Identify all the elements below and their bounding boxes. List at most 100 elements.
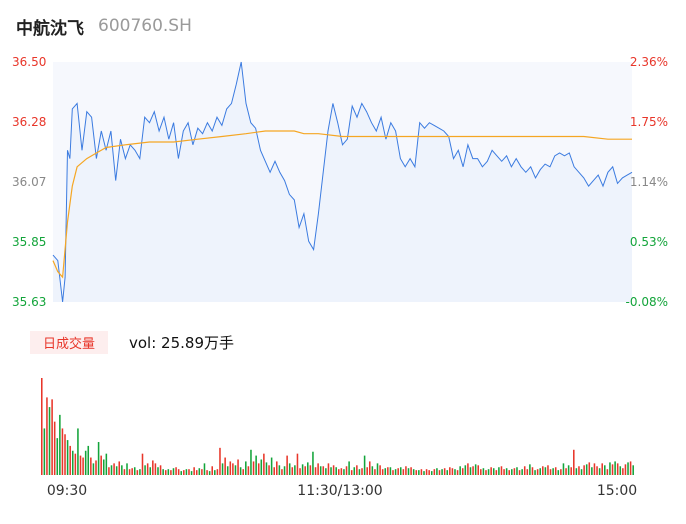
- volume-bar: [133, 467, 136, 475]
- volume-bar: [221, 463, 224, 475]
- volume-bar: [250, 449, 252, 475]
- volume-bar: [433, 469, 436, 475]
- volume-bar: [268, 465, 270, 475]
- volume-bar: [188, 469, 190, 475]
- volume-bar: [552, 468, 554, 475]
- volume-bar: [389, 467, 392, 475]
- stock-name: 中航沈飞: [16, 18, 84, 39]
- volume-bar: [172, 468, 175, 475]
- volume-bar: [418, 470, 420, 475]
- percent-tick-label: 1.75%: [630, 115, 668, 129]
- volume-bar: [123, 469, 126, 475]
- volume-bar: [464, 465, 467, 475]
- volume-bar: [82, 457, 84, 475]
- volume-bar: [500, 466, 503, 475]
- volume-bar: [374, 469, 376, 475]
- volume-bar: [438, 470, 441, 475]
- volume-bar: [629, 461, 632, 475]
- volume-bar: [472, 466, 474, 475]
- volume-bar: [183, 470, 185, 475]
- volume-bar: [252, 461, 255, 475]
- volume-bar: [185, 469, 188, 475]
- volume-bar: [601, 463, 603, 475]
- volume-bar: [446, 470, 449, 475]
- volume-bar: [570, 467, 572, 475]
- volume-bar: [301, 464, 304, 475]
- volume-bar: [474, 464, 477, 475]
- volume-bar: [428, 470, 430, 475]
- volume-bar: [534, 470, 536, 475]
- volume-bar: [531, 467, 534, 475]
- volume-bar: [420, 469, 423, 475]
- volume-bar: [314, 467, 317, 475]
- volume-bar: [170, 470, 172, 475]
- volume-bar: [159, 465, 162, 475]
- volume-bar: [407, 468, 410, 475]
- volume-bar: [180, 471, 183, 475]
- volume-bar: [64, 434, 66, 475]
- volume-bar: [71, 450, 74, 475]
- volume-bar: [291, 467, 294, 475]
- volume-bar: [338, 469, 340, 475]
- volume-bar: [102, 459, 105, 475]
- volume-bar: [43, 428, 46, 475]
- volume-bar: [544, 467, 547, 475]
- volume-bar: [288, 463, 291, 475]
- volume-bar: [616, 463, 619, 475]
- volume-bar: [461, 468, 464, 475]
- volume-bar: [392, 470, 394, 475]
- volume-bar: [627, 462, 629, 475]
- volume-bar: [451, 468, 454, 475]
- volume-bar: [296, 453, 299, 475]
- volume-bar: [554, 467, 557, 475]
- price-tick-label: 36.07: [12, 175, 46, 189]
- volume-bar: [348, 461, 350, 475]
- volume-bar: [596, 466, 598, 475]
- volume-bar: [482, 468, 485, 475]
- volume-bar: [69, 445, 71, 475]
- volume-bar: [115, 466, 118, 475]
- volume-bar: [59, 414, 61, 475]
- percent-tick-label: 2.36%: [630, 55, 668, 69]
- volume-bar: [562, 463, 565, 475]
- volume-bar: [632, 465, 634, 475]
- volume-bar: [443, 468, 446, 475]
- volume-bar: [95, 460, 97, 475]
- volume-bar: [77, 428, 79, 475]
- volume-bar: [495, 470, 498, 475]
- volume-bar: [606, 469, 609, 475]
- volume-bar: [203, 463, 206, 475]
- volume-bar: [513, 468, 516, 475]
- volume-bar: [283, 466, 286, 475]
- volume-bar: [48, 407, 51, 475]
- volume-bar: [366, 467, 368, 475]
- volume-label: vol:: [129, 334, 162, 352]
- volume-bar: [121, 465, 123, 475]
- volume-bar: [368, 461, 371, 475]
- volume-bar: [477, 465, 480, 475]
- volume-bar: [467, 463, 469, 475]
- volume-bar: [516, 467, 518, 475]
- volume-bar: [255, 455, 257, 475]
- volume-bar: [281, 469, 283, 475]
- volume-bar: [583, 465, 585, 475]
- volume-bar: [425, 469, 428, 475]
- volume-bar: [175, 467, 177, 475]
- price-line: [52, 61, 633, 303]
- volume-bar: [511, 469, 513, 475]
- volume-bar: [273, 467, 275, 475]
- volume-bar: [387, 467, 389, 475]
- volume-bar: [325, 468, 327, 475]
- volume-bar: [164, 470, 167, 475]
- time-tick-label: 15:00: [597, 483, 637, 499]
- volume-bar: [454, 469, 456, 475]
- volume-bar: [619, 466, 622, 475]
- volume-tag[interactable]: 日成交量: [30, 331, 108, 354]
- volume-bar: [208, 471, 211, 475]
- volume-bar: [456, 470, 459, 475]
- volume-bar: [415, 470, 418, 475]
- volume-bar: [126, 463, 128, 475]
- volume-bar: [118, 461, 121, 475]
- volume-bar: [242, 469, 244, 475]
